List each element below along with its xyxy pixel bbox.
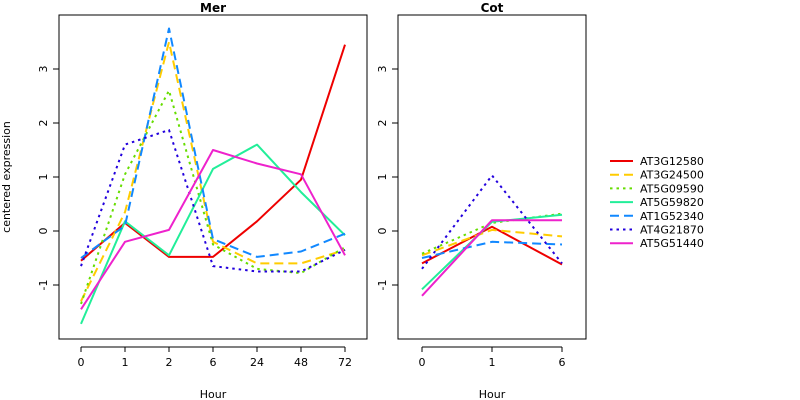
panel-mer: Mer -1 0 1 2 3 0 1 2 6 24 48 72 Hour centered expressi…	[0, 1, 368, 400]
x-tick-label: 0	[419, 356, 426, 369]
series-line-at5g59820	[421, 213, 563, 291]
y-tick-label: 1	[37, 174, 50, 181]
x-tick-label: 6	[210, 356, 217, 369]
y-tick-label: 3	[37, 66, 50, 73]
y-tick-label: 3	[376, 66, 389, 73]
series-line-at1g52340	[80, 27, 346, 259]
y-tick-label: 1	[376, 174, 389, 181]
legend-label: AT3G24500	[640, 169, 704, 182]
x-tick-label: 2	[166, 356, 173, 369]
series-line-at5g51440	[80, 149, 346, 310]
x-axis-label: Hour	[200, 388, 227, 400]
x-axis-label: Hour	[479, 388, 506, 400]
legend-label: AT1G52340	[640, 210, 704, 223]
series-line-at1g52340	[421, 240, 563, 259]
series-line-at5g09590	[80, 89, 346, 305]
y-tick-label: 2	[37, 120, 50, 127]
panel-title: Cot	[481, 1, 504, 15]
series-line-at3g12580	[421, 225, 563, 266]
panel-title: Mer	[200, 1, 226, 15]
series-line-at4g21870	[80, 129, 346, 273]
panel-cot: Cot -1 0 1 2 3 0 1 6 Hour	[376, 1, 587, 400]
y-axis-label: centered expression	[0, 121, 13, 233]
legend-label: AT3G12580	[640, 155, 704, 168]
x-tick-label: 48	[294, 356, 308, 369]
legend-label: AT4G21870	[640, 224, 704, 237]
x-tick-label: 72	[338, 356, 352, 369]
panel-frame	[58, 14, 368, 340]
x-tick-label: 24	[250, 356, 264, 369]
series-line-at3g24500	[80, 41, 346, 302]
x-tick-label: 1	[489, 356, 496, 369]
y-tick-label: 0	[37, 228, 50, 235]
legend-label: AT5G59820	[640, 196, 704, 209]
x-tick-label: 0	[78, 356, 85, 369]
y-tick-label: -1	[376, 280, 389, 291]
series-line-at5g51440	[421, 219, 562, 297]
y-tick-label: 2	[376, 120, 389, 127]
y-tick-label: -1	[37, 280, 50, 291]
x-tick-label: 1	[122, 356, 129, 369]
x-tick-label: 6	[559, 356, 566, 369]
y-tick-label: 0	[376, 228, 389, 235]
legend-label: AT5G51440	[640, 237, 704, 250]
legend-label: AT5G09590	[640, 182, 704, 195]
series-line-at3g24500	[421, 228, 563, 257]
legend: AT3G12580AT3G24500AT5G09590AT5G59820AT1G…	[610, 155, 704, 250]
